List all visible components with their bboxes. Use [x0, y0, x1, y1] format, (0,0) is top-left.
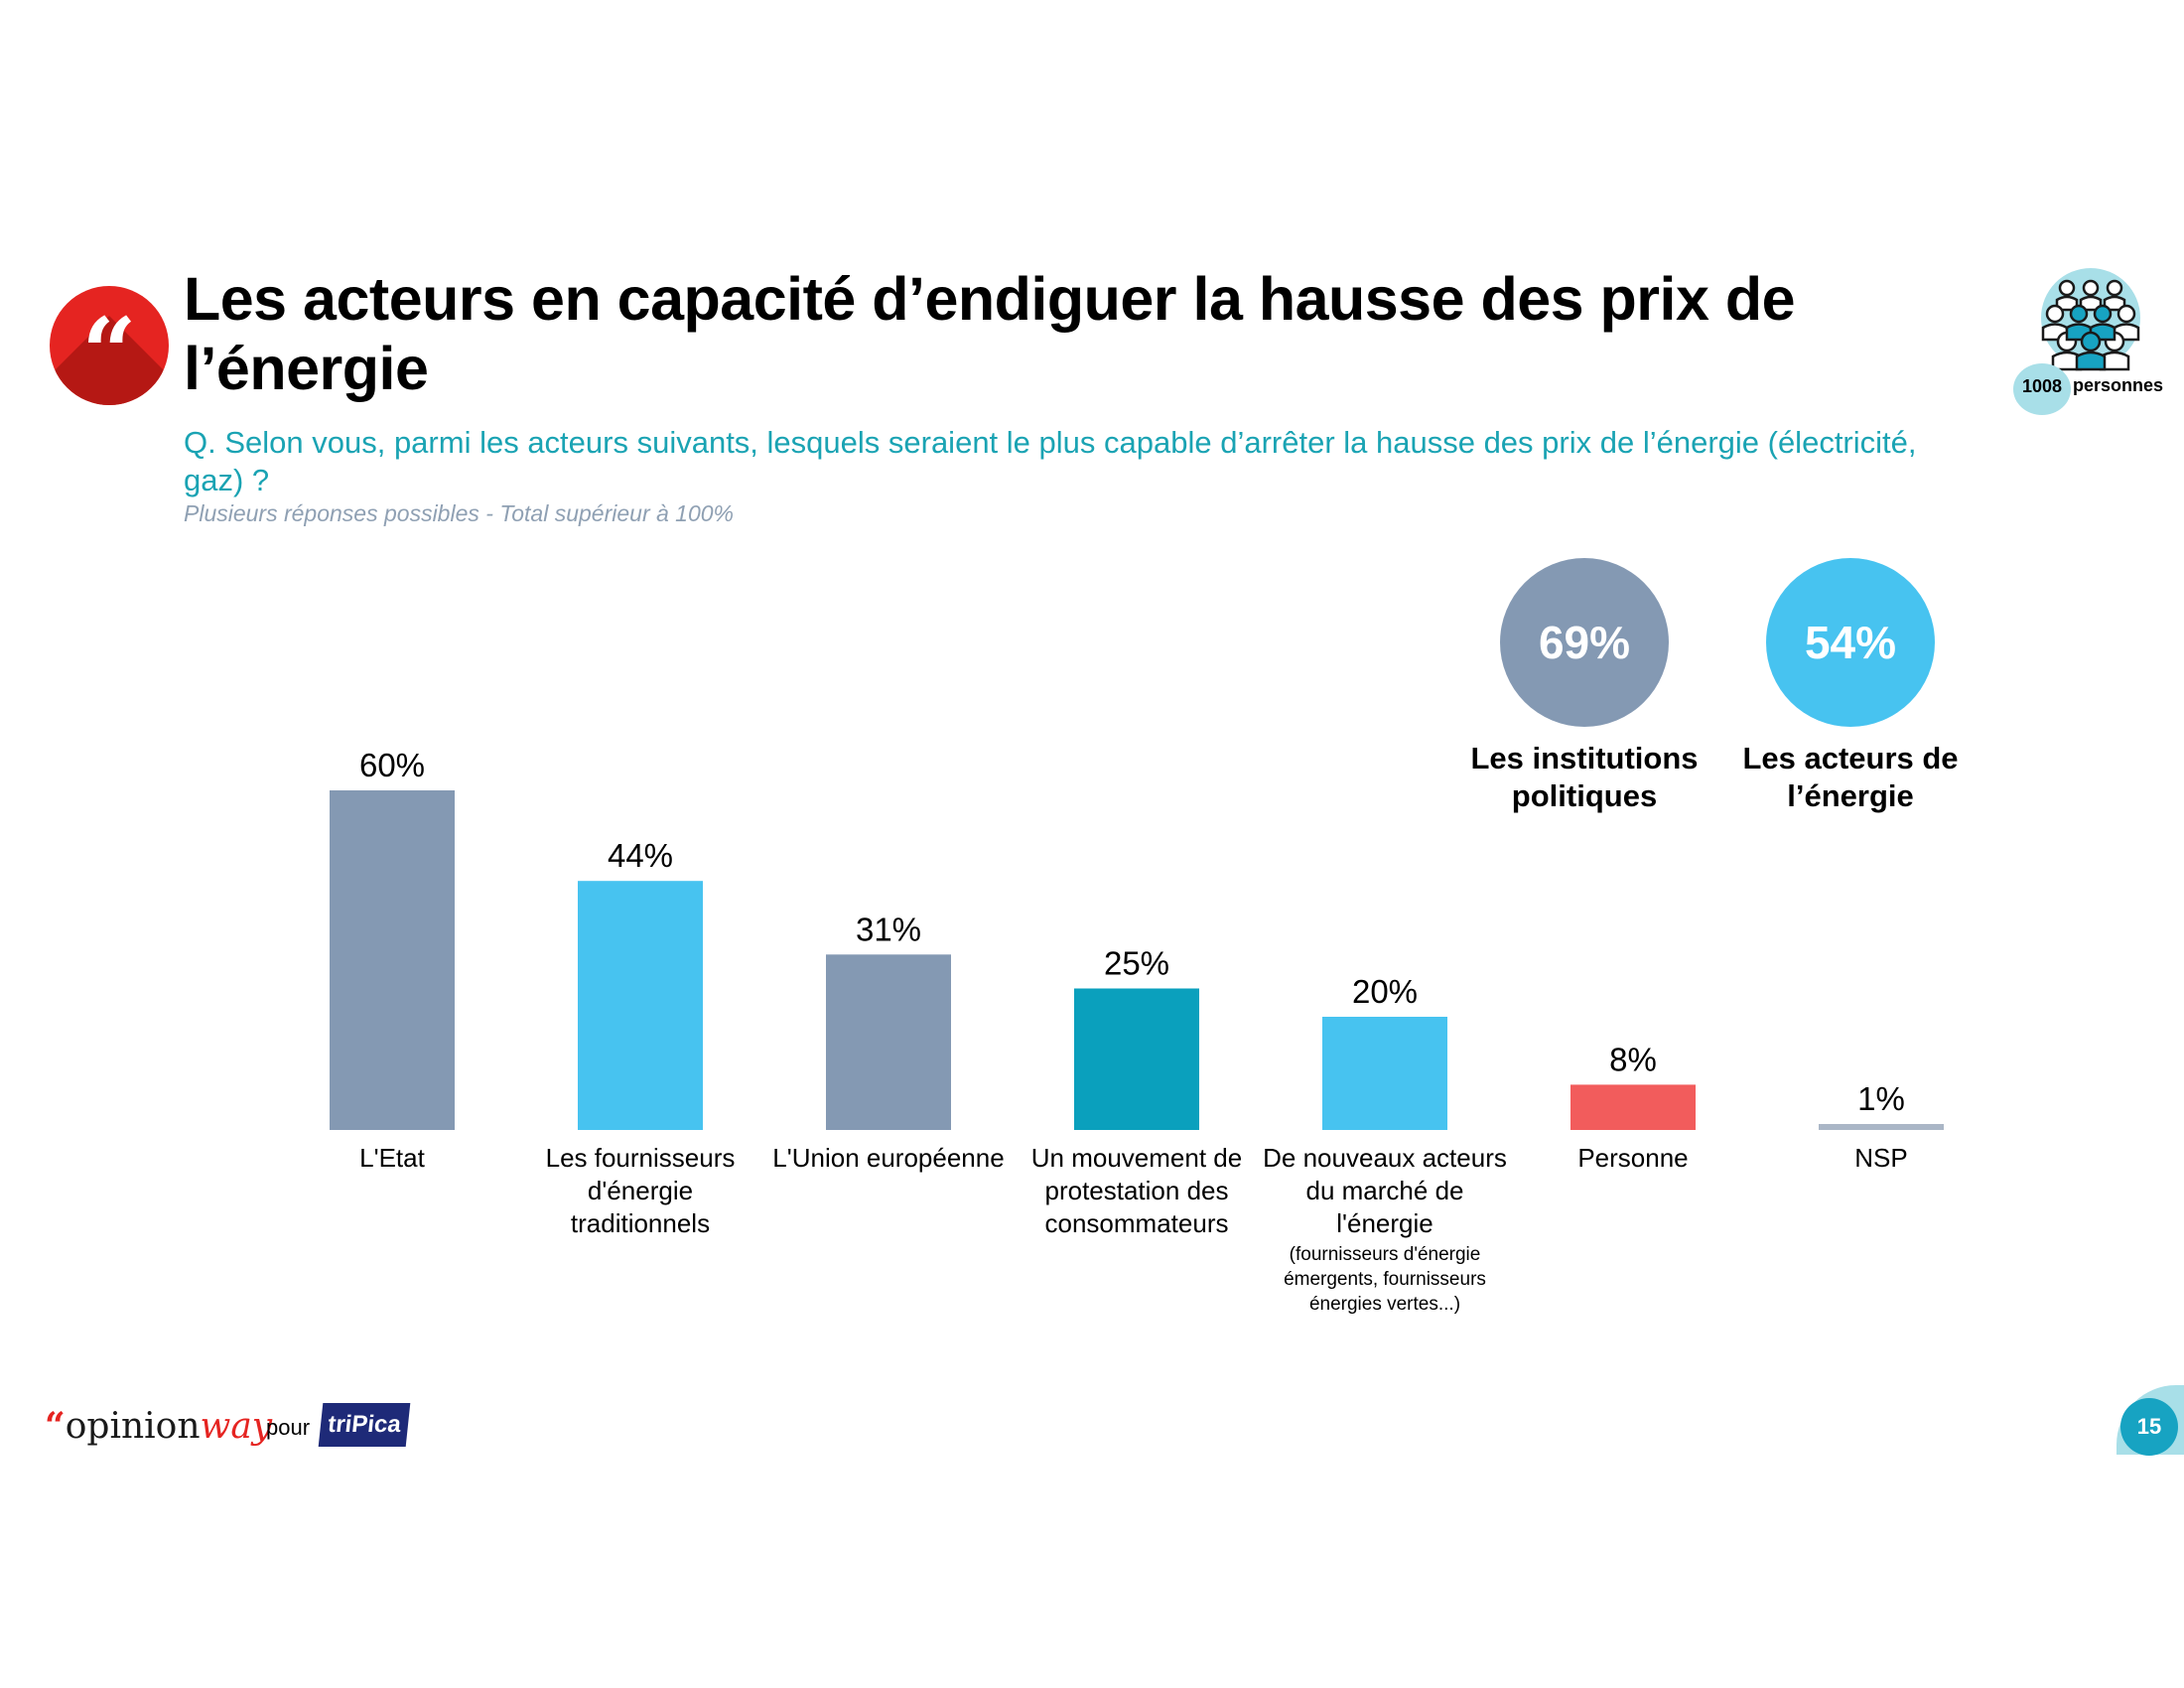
- bar-value-label-2: 44%: [608, 837, 673, 874]
- category-name: Personne: [1577, 1143, 1689, 1173]
- sample-count-badge: 1008: [2013, 363, 2071, 415]
- quote-icon: “: [50, 286, 169, 405]
- tripica-logo: triPica: [318, 1403, 411, 1447]
- bar-7: [1819, 1124, 1944, 1130]
- bar-6: [1570, 1084, 1696, 1130]
- category-label-6: Personne: [1509, 1142, 1757, 1175]
- bar-2: [578, 881, 703, 1130]
- sample-label: personnes: [2073, 375, 2164, 395]
- response-note: Plusieurs réponses possibles - Total sup…: [184, 500, 735, 526]
- brand-main: opinion: [65, 1406, 201, 1447]
- category-label-4: Un mouvement de protestation des consomm…: [1013, 1142, 1261, 1240]
- bar-3: [826, 954, 951, 1130]
- summary-bubble-institutions: 69%: [1500, 558, 1669, 727]
- page-title: Les acteurs en capacité d’endiguer la ha…: [184, 265, 1796, 402]
- bar-value-label-6: 8%: [1609, 1041, 1657, 1077]
- category-name: De nouveaux acteurs du marché de l'énerg…: [1263, 1143, 1507, 1238]
- category-name: NSP: [1854, 1143, 1908, 1173]
- footer-connector: pour: [266, 1415, 311, 1440]
- brand-prefix: “: [45, 1405, 66, 1447]
- survey-question: Q. Selon vous, parmi les acteurs suivant…: [184, 425, 1917, 497]
- category-label-7: NSP: [1757, 1142, 2005, 1175]
- bar-5: [1322, 1017, 1447, 1130]
- category-name: Les fournisseurs d'énergie traditionnels: [545, 1143, 736, 1238]
- summary-label-energy: Les acteurs de l’énergie: [1742, 741, 1959, 813]
- bar-value-label-1: 60%: [359, 747, 425, 783]
- sample-count: 1008: [2021, 376, 2063, 396]
- bar-value-label-7: 1%: [1857, 1080, 1905, 1117]
- bar-chart: 60% 44% 31% 25% 20% 8% 1%: [330, 747, 1944, 1130]
- category-note: (fournisseurs d'énergie émergents, fourn…: [1284, 1244, 1486, 1315]
- people-group-icon: [2041, 268, 2140, 371]
- bar-4: [1074, 988, 1199, 1130]
- category-name: Un mouvement de protestation des consomm…: [1030, 1143, 1243, 1238]
- bar-1: [330, 790, 455, 1130]
- category-label-2: Les fournisseurs d'énergie traditionnels: [516, 1142, 764, 1240]
- bar-value-label-4: 25%: [1104, 945, 1169, 982]
- summary-bubble-energy: 54%: [1766, 558, 1935, 727]
- category-label-3: L'Union européenne: [764, 1142, 1013, 1175]
- bar-value-label-5: 20%: [1352, 973, 1418, 1010]
- brand-suffix: way: [200, 1406, 273, 1447]
- category-label-5: De nouveaux acteurs du marché de l'énerg…: [1261, 1142, 1509, 1317]
- summary-label-institutions: Les institutions politiques: [1470, 741, 1699, 813]
- opinionway-logo: “opinionway: [45, 1405, 272, 1447]
- bar-value-label-3: 31%: [856, 911, 921, 947]
- category-name: L'Union européenne: [772, 1143, 1005, 1173]
- category-label-1: L'Etat: [268, 1142, 516, 1175]
- category-name: L'Etat: [359, 1143, 425, 1173]
- page-number: 15: [2120, 1398, 2178, 1456]
